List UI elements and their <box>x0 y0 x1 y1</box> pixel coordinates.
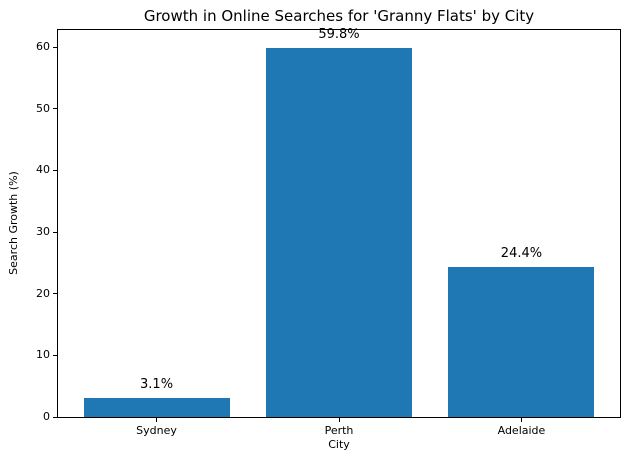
y-tick-label: 60 <box>36 40 50 54</box>
x-tick-label: Adelaide <box>497 424 546 437</box>
y-tick-label: 10 <box>36 348 50 362</box>
x-tick-label: Perth <box>324 424 354 437</box>
chart-title: Growth in Online Searches for 'Granny Fl… <box>143 7 535 25</box>
y-tick-label: 50 <box>36 101 50 115</box>
y-tick-label: 0 <box>43 410 50 423</box>
y-tick-label: 30 <box>36 225 50 239</box>
bar <box>448 266 595 417</box>
bar-value-label: 3.1% <box>140 376 174 392</box>
bar-value-label: 59.8% <box>318 27 360 43</box>
y-tick-mark <box>53 46 57 48</box>
y-tick-mark <box>53 293 57 295</box>
x-tick-mark <box>156 418 158 422</box>
y-tick-mark <box>53 354 57 356</box>
plot-area <box>57 29 621 418</box>
y-tick-label: 20 <box>36 286 50 300</box>
x-axis-label: City <box>328 438 350 451</box>
y-tick-label: 40 <box>36 163 50 177</box>
bar-value-label: 24.4% <box>500 245 543 261</box>
bar <box>83 397 230 417</box>
x-tick-label: Sydney <box>136 424 177 437</box>
x-tick-mark <box>520 418 522 422</box>
y-tick-mark <box>53 416 57 418</box>
y-tick-mark <box>53 231 57 233</box>
y-tick-mark <box>53 169 57 171</box>
bar <box>266 48 412 417</box>
x-tick-mark <box>338 418 340 422</box>
y-tick-mark <box>53 108 57 110</box>
